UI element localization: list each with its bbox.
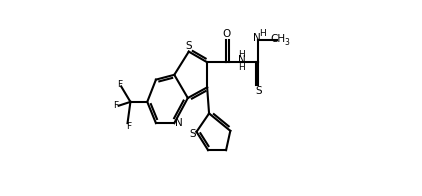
Text: H: H [259, 29, 265, 38]
Text: N: N [175, 118, 182, 128]
Text: S: S [255, 86, 262, 96]
Text: F: F [117, 80, 122, 89]
Text: F: F [126, 122, 131, 131]
Text: S: S [189, 129, 196, 139]
Text: CH: CH [271, 34, 286, 44]
Text: S: S [185, 41, 192, 51]
Text: 3: 3 [284, 38, 289, 47]
Text: N: N [252, 33, 260, 43]
Text: H: H [238, 50, 245, 59]
Text: N: N [238, 55, 246, 65]
Text: H: H [238, 63, 245, 72]
Text: O: O [222, 29, 230, 39]
Text: F: F [113, 101, 118, 110]
